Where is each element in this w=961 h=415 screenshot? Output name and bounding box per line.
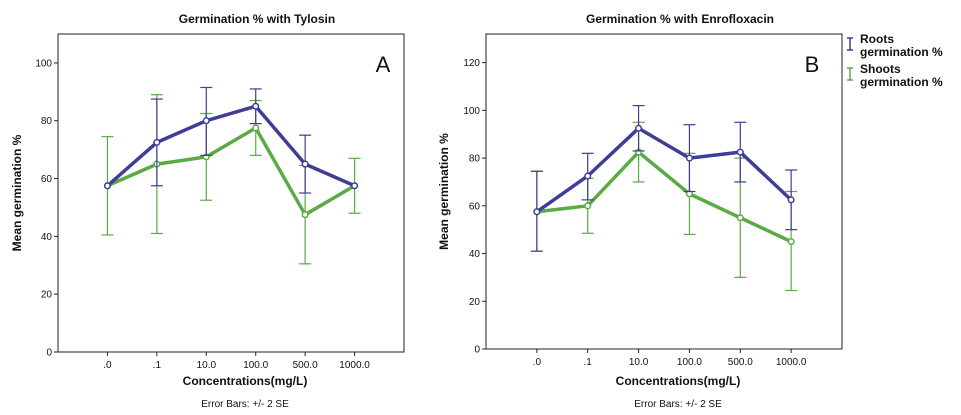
- series-0: [103, 86, 359, 194]
- data-point: [635, 124, 643, 132]
- x-tick-label: .1: [584, 357, 593, 368]
- y-tick-label: 60: [469, 201, 481, 212]
- y-tick-label: 40: [469, 249, 481, 260]
- x-axis-label: Concentrations(mg/L): [183, 374, 308, 388]
- x-tick-label: 1000.0: [339, 360, 370, 371]
- data-point: [301, 160, 309, 168]
- y-tick-label: 20: [41, 290, 53, 301]
- data-point: [584, 172, 592, 180]
- data-point: [736, 214, 744, 222]
- data-point: [252, 124, 260, 132]
- data-point: [252, 102, 260, 110]
- y-tick-label: 40: [41, 232, 53, 243]
- data-point: [351, 182, 359, 190]
- data-point: [202, 117, 210, 125]
- data-point: [787, 196, 795, 204]
- series-line: [106, 104, 356, 188]
- data-point: [685, 154, 693, 162]
- series-0: [530, 104, 798, 252]
- y-tick-label: 80: [41, 116, 53, 127]
- x-tick-label: 1000.0: [776, 357, 807, 368]
- data-point: [533, 208, 541, 216]
- series-1: [101, 94, 361, 265]
- y-tick-label: 0: [474, 345, 480, 356]
- x-tick-label: 500.0: [728, 357, 753, 368]
- legend: Roots germination % Shoots germination %: [847, 32, 943, 89]
- plot-frame: [57, 33, 405, 353]
- x-tick-label: 10.0: [197, 360, 217, 371]
- x-tick-label: 100.0: [243, 360, 268, 371]
- y-tick-label: 60: [41, 174, 53, 185]
- series-1: [530, 121, 798, 292]
- x-tick-label: 100.0: [677, 357, 702, 368]
- data-point: [301, 211, 309, 219]
- y-tick-label: 20: [469, 297, 481, 308]
- x-tick-label: .1: [153, 360, 162, 371]
- error-bars-note: Error Bars: +/- 2 SE: [634, 399, 722, 410]
- legend-label: Roots germination %: [860, 32, 943, 59]
- legend-label: Shoots germination %: [860, 62, 943, 89]
- series-line: [106, 126, 356, 217]
- y-tick-label: 100: [463, 106, 480, 117]
- y-tick-label: 0: [46, 348, 52, 359]
- series-line: [536, 150, 792, 244]
- data-point: [103, 182, 111, 190]
- y-axis-label: Mean germination %: [437, 133, 451, 250]
- chart-panel: Germination % with Tylosin A 0 20 40 60 80 100.…: [10, 12, 405, 410]
- chart-title: Germination % with Tylosin: [179, 12, 335, 26]
- y-tick-label: 100: [35, 58, 52, 69]
- chart-panel: Germination % with Enrofloxacin B 0 20 40 60 8…: [437, 12, 943, 410]
- x-tick-label: 10.0: [629, 357, 649, 368]
- data-point: [153, 138, 161, 146]
- y-tick-label: 120: [463, 58, 480, 69]
- plot-frame: [485, 33, 843, 350]
- x-tick-label: 500.0: [293, 360, 318, 371]
- data-point: [787, 238, 795, 246]
- error-bars-note: Error Bars: +/- 2 SE: [201, 399, 289, 410]
- panel-letter: A: [376, 52, 391, 77]
- data-point: [584, 202, 592, 210]
- chart-title: Germination % with Enrofloxacin: [586, 12, 774, 26]
- series-line: [535, 126, 793, 214]
- x-axis-label: Concentrations(mg/L): [616, 374, 741, 388]
- y-axis-label: Mean germination %: [10, 134, 24, 251]
- x-tick-label: .0: [533, 357, 542, 368]
- y-tick-label: 80: [469, 154, 481, 165]
- x-tick-label: .0: [103, 360, 112, 371]
- panel-letter: B: [805, 52, 820, 77]
- data-point: [736, 148, 744, 156]
